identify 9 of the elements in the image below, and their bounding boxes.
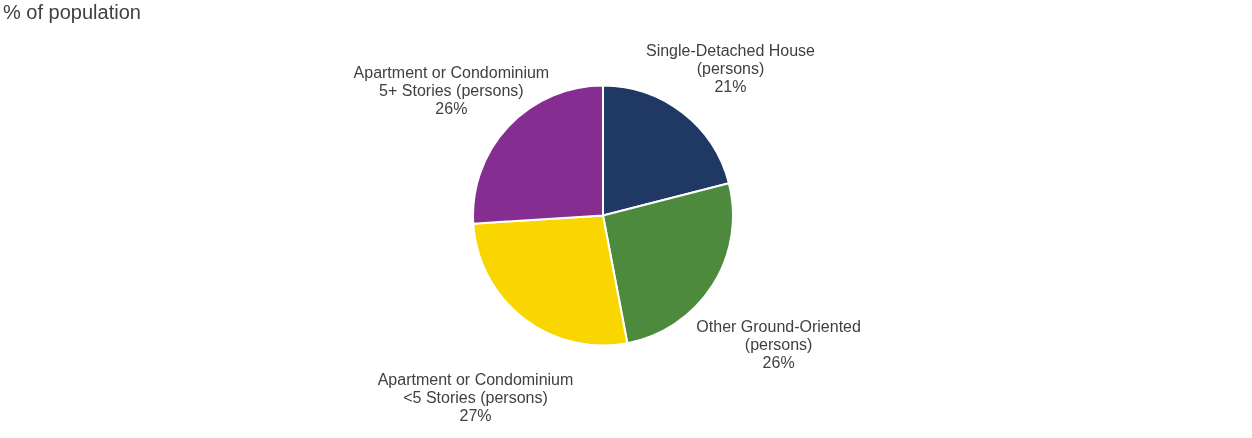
slice-label: Other Ground-Oriented (persons): [696, 317, 861, 353]
slice-label: Apartment or Condominium 5+ Stories (persons): [353, 64, 550, 100]
data-label: 26%: [435, 100, 468, 118]
slice-label: Single-Detached House (persons): [645, 42, 816, 78]
slice-label: Apartment or Condominium <5 Stories (persons): [377, 370, 574, 406]
data-label: 27%: [459, 406, 492, 424]
text: % of population: [3, 1, 141, 23]
data-label: 26%: [762, 353, 795, 371]
data-label: 21%: [714, 78, 747, 96]
